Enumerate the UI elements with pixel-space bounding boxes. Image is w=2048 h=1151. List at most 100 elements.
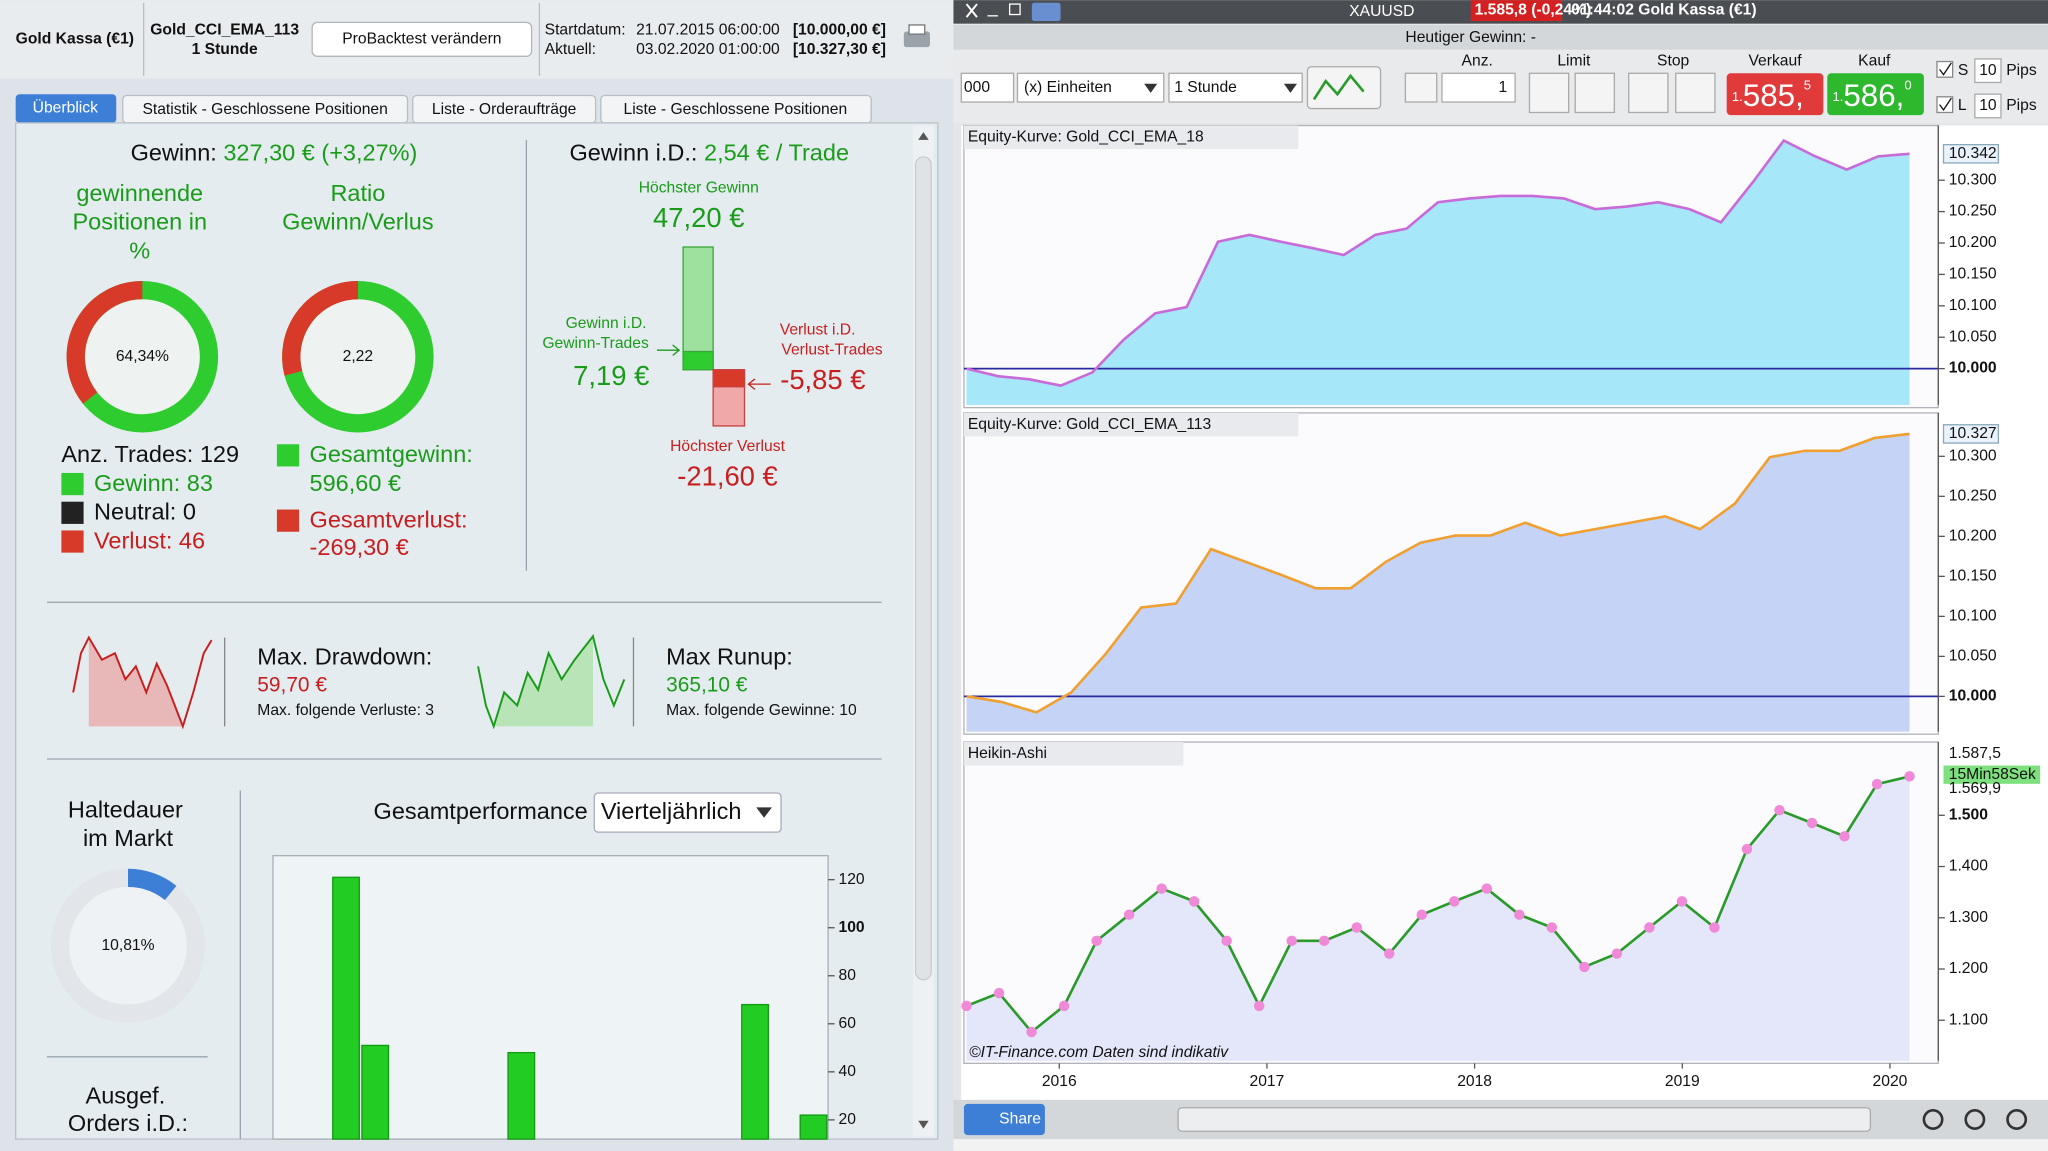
buy-price[interactable]: 1.586,0 — [1832, 78, 1911, 114]
win-rate-title: % — [129, 237, 150, 263]
price-main[interactable]: 586, — [1843, 78, 1904, 113]
unit[interactable]: (x) Einheiten — [1024, 79, 1112, 96]
gain-swatch — [276, 444, 300, 467]
price-prefix[interactable]: 1. — [1732, 90, 1743, 105]
avg-loss-label: Verlust-Trades — [781, 341, 882, 358]
stop-sell[interactable] — [1675, 72, 1716, 114]
chart-type-icon[interactable] — [1312, 73, 1365, 101]
start-capital: [10.000,00 €] — [793, 21, 886, 38]
x-tick-label: 2016 — [1042, 1073, 1077, 1090]
s-pips-field[interactable] — [1974, 58, 2002, 84]
zoom-icon[interactable] — [1922, 1109, 1944, 1130]
tab-label[interactable]: Liste - Orderaufträge — [432, 101, 577, 118]
qty-prefix[interactable]: 000 — [964, 79, 990, 96]
keyboard-icon[interactable] — [1031, 2, 1061, 22]
timeframe: 1 Stunde — [192, 41, 258, 58]
dropdown-arrow[interactable] — [1283, 83, 1297, 93]
dropdown-arrow[interactable] — [1144, 83, 1158, 93]
footer-strip — [953, 1139, 2048, 1151]
max-loss-label: Höchster Verlust — [670, 438, 786, 455]
check — [1939, 62, 1952, 76]
symbol[interactable]: XAUUSD — [1349, 3, 1414, 20]
marker — [1904, 771, 1915, 782]
edit-button-label[interactable]: ProBacktest verändern — [342, 30, 501, 47]
avg-win: 7,19 € — [573, 360, 649, 391]
marker — [1871, 778, 1883, 790]
period[interactable]: Vierteljährlich — [601, 798, 742, 824]
l-pips-field[interactable] — [1974, 93, 2002, 119]
scroll-thumb[interactable] — [914, 156, 932, 981]
qty[interactable]: 1 — [1499, 79, 1508, 96]
marker — [1026, 1026, 1037, 1038]
checkbox[interactable] — [1936, 96, 1954, 114]
copyright: ©IT-Finance.com Daten sind indikativ — [969, 1044, 1229, 1061]
y-tick-label: 10.300 — [1949, 447, 1997, 464]
settings-button[interactable] — [1404, 72, 1438, 103]
price-sup[interactable]: 0 — [1904, 78, 1911, 93]
tab-active[interactable] — [15, 94, 117, 123]
period-dropdown[interactable] — [593, 792, 782, 833]
s-label: S — [1958, 62, 1968, 79]
sell-button[interactable] — [1726, 73, 1824, 116]
line — [966, 138, 1910, 387]
limit-sell[interactable] — [1574, 72, 1616, 114]
maximize-icon[interactable] — [1008, 3, 1021, 16]
panel-title-bg — [963, 412, 1299, 437]
close-icon[interactable] — [965, 3, 978, 18]
l-label: L — [1958, 97, 1967, 114]
tab-label[interactable]: Statistik - Geschlossene Positionen — [142, 101, 387, 118]
tab-label[interactable]: Überblick — [33, 99, 98, 117]
marker — [961, 1000, 972, 1012]
scroll-up[interactable] — [918, 132, 929, 140]
ratio-title: Gewinn/Verlus — [282, 209, 434, 235]
holding-arc — [127, 868, 177, 901]
l-pips[interactable]: 10 — [1979, 97, 1997, 114]
share-label[interactable]: Share — [999, 1111, 1041, 1128]
price-badge — [1470, 0, 1563, 22]
y-tick-label: 10.200 — [1949, 527, 1997, 544]
marker — [1384, 948, 1395, 959]
price-main[interactable]: 585, — [1743, 78, 1804, 113]
share-button[interactable] — [963, 1103, 1045, 1136]
instrument: Gold Kassa (€1) — [16, 30, 134, 47]
unit-select[interactable] — [1016, 72, 1165, 103]
zoom-in-icon[interactable] — [2006, 1109, 2028, 1130]
bar — [741, 1003, 769, 1140]
edit-button[interactable] — [311, 21, 533, 57]
avg-label: Gewinn i.D.: — [569, 139, 697, 165]
dropdown-arrow[interactable] — [756, 807, 772, 818]
bar — [361, 1044, 390, 1140]
marker — [1611, 948, 1623, 959]
timeframe[interactable]: 1 Stunde — [1174, 79, 1237, 96]
stop-buy[interactable] — [1628, 72, 1669, 114]
chart-type-button[interactable] — [1306, 66, 1382, 110]
buy-button[interactable] — [1827, 73, 1924, 116]
limit-buy[interactable] — [1528, 72, 1570, 114]
total-loss: -269,30 € — [310, 534, 409, 560]
scroll-down[interactable] — [918, 1120, 929, 1129]
qty-input[interactable] — [960, 72, 1015, 103]
checkbox[interactable] — [1936, 60, 1954, 78]
avg-win-label: Gewinn-Trades — [542, 335, 649, 352]
ratio-title: Ratio — [330, 180, 385, 206]
marker — [1481, 883, 1493, 894]
y-tick-label: 80 — [839, 967, 857, 984]
area — [966, 433, 1910, 732]
marker — [1774, 804, 1785, 816]
sell-price[interactable]: 1.585,5 — [1732, 78, 1811, 114]
price-sup[interactable]: 5 — [1804, 78, 1811, 93]
qty-field[interactable] — [1441, 72, 1516, 103]
marker — [1676, 896, 1688, 907]
line — [966, 432, 1910, 714]
bar — [332, 876, 360, 1140]
runup-label: Max Runup: — [666, 644, 793, 670]
price-prefix[interactable]: 1. — [1832, 90, 1843, 105]
print-icon[interactable] — [903, 24, 930, 48]
s-pips[interactable]: 10 — [1979, 62, 1997, 79]
timeframe-select[interactable] — [1168, 72, 1303, 103]
tab-label[interactable]: Liste - Geschlossene Positionen — [624, 101, 848, 118]
zoom-out-icon[interactable] — [1964, 1109, 1986, 1130]
y-tick-label: 10.250 — [1949, 487, 1997, 504]
time-scrollbar[interactable] — [1177, 1107, 1872, 1132]
current-date: 03.02.2020 01:00:00 — [636, 41, 780, 58]
